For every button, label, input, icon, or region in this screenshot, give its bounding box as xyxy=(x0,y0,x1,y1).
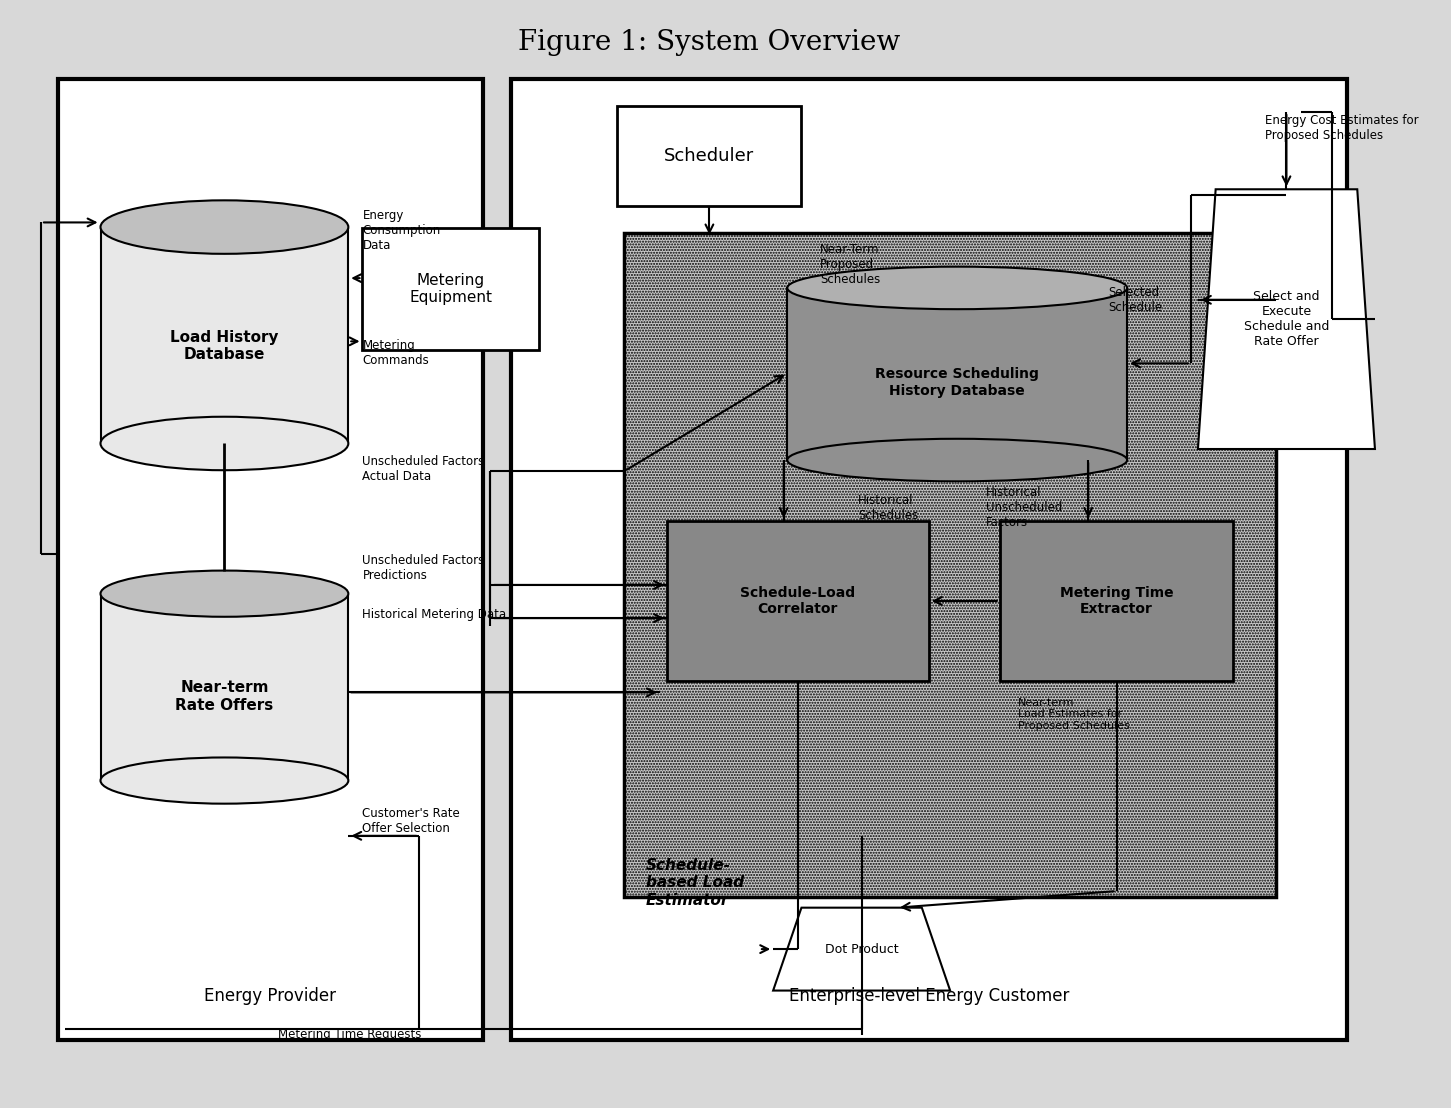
Text: Select and
Execute
Schedule and
Rate Offer: Select and Execute Schedule and Rate Off… xyxy=(1244,290,1329,348)
Text: Energy Cost Estimates for
Proposed Schedules: Energy Cost Estimates for Proposed Sched… xyxy=(1264,114,1418,143)
Bar xyxy=(363,228,540,349)
Text: Metering Time Requests: Metering Time Requests xyxy=(277,1028,421,1042)
Bar xyxy=(511,79,1347,1040)
Polygon shape xyxy=(1199,189,1376,449)
Text: Schedule-Load
Correlator: Schedule-Load Correlator xyxy=(740,586,856,616)
Text: Historical
Schedules: Historical Schedules xyxy=(858,493,918,522)
Text: Enterprise-level Energy Customer: Enterprise-level Energy Customer xyxy=(789,987,1069,1005)
Ellipse shape xyxy=(788,267,1127,309)
Bar xyxy=(788,288,1127,460)
Text: Energy Provider: Energy Provider xyxy=(205,987,337,1005)
Text: Historical
Unscheduled
Factors: Historical Unscheduled Factors xyxy=(985,486,1062,530)
Text: Selected
Schedule: Selected Schedule xyxy=(1109,286,1162,314)
Text: Energy
Consumption
Data: Energy Consumption Data xyxy=(363,208,441,252)
Bar xyxy=(617,106,801,206)
Bar xyxy=(1000,521,1233,681)
Text: Metering Time
Extractor: Metering Time Extractor xyxy=(1059,586,1174,616)
Ellipse shape xyxy=(100,201,348,254)
Text: Resource Scheduling
History Database: Resource Scheduling History Database xyxy=(875,368,1039,398)
Text: Near-term
Load Estimates for
Proposed Schedules: Near-term Load Estimates for Proposed Sc… xyxy=(1019,698,1130,731)
Ellipse shape xyxy=(100,417,348,470)
Text: Unscheduled Factors
Actual Data: Unscheduled Factors Actual Data xyxy=(363,455,485,483)
Text: Near-Term
Proposed
Schedules: Near-Term Proposed Schedules xyxy=(820,243,881,286)
Bar xyxy=(100,594,348,780)
Ellipse shape xyxy=(100,571,348,617)
Text: Historical Metering Data: Historical Metering Data xyxy=(363,608,506,622)
Text: Load History
Database: Load History Database xyxy=(170,330,279,362)
Bar xyxy=(667,521,929,681)
Text: Metering
Equipment: Metering Equipment xyxy=(409,273,492,305)
Text: Unscheduled Factors
Predictions: Unscheduled Factors Predictions xyxy=(363,554,485,583)
Text: Customer's Rate
Offer Selection: Customer's Rate Offer Selection xyxy=(363,808,460,835)
Text: Figure 1: System Overview: Figure 1: System Overview xyxy=(518,29,901,57)
Text: Near-term
Rate Offers: Near-term Rate Offers xyxy=(176,680,274,712)
Bar xyxy=(624,234,1275,896)
Polygon shape xyxy=(773,907,950,991)
Text: Metering
Commands: Metering Commands xyxy=(363,339,429,367)
Bar xyxy=(100,227,348,443)
Text: Schedule-
based Load
Estimator: Schedule- based Load Estimator xyxy=(646,858,744,907)
Text: Scheduler: Scheduler xyxy=(665,147,755,165)
Text: Dot Product: Dot Product xyxy=(824,943,898,955)
Bar xyxy=(58,79,483,1040)
Ellipse shape xyxy=(100,758,348,803)
Ellipse shape xyxy=(788,439,1127,481)
